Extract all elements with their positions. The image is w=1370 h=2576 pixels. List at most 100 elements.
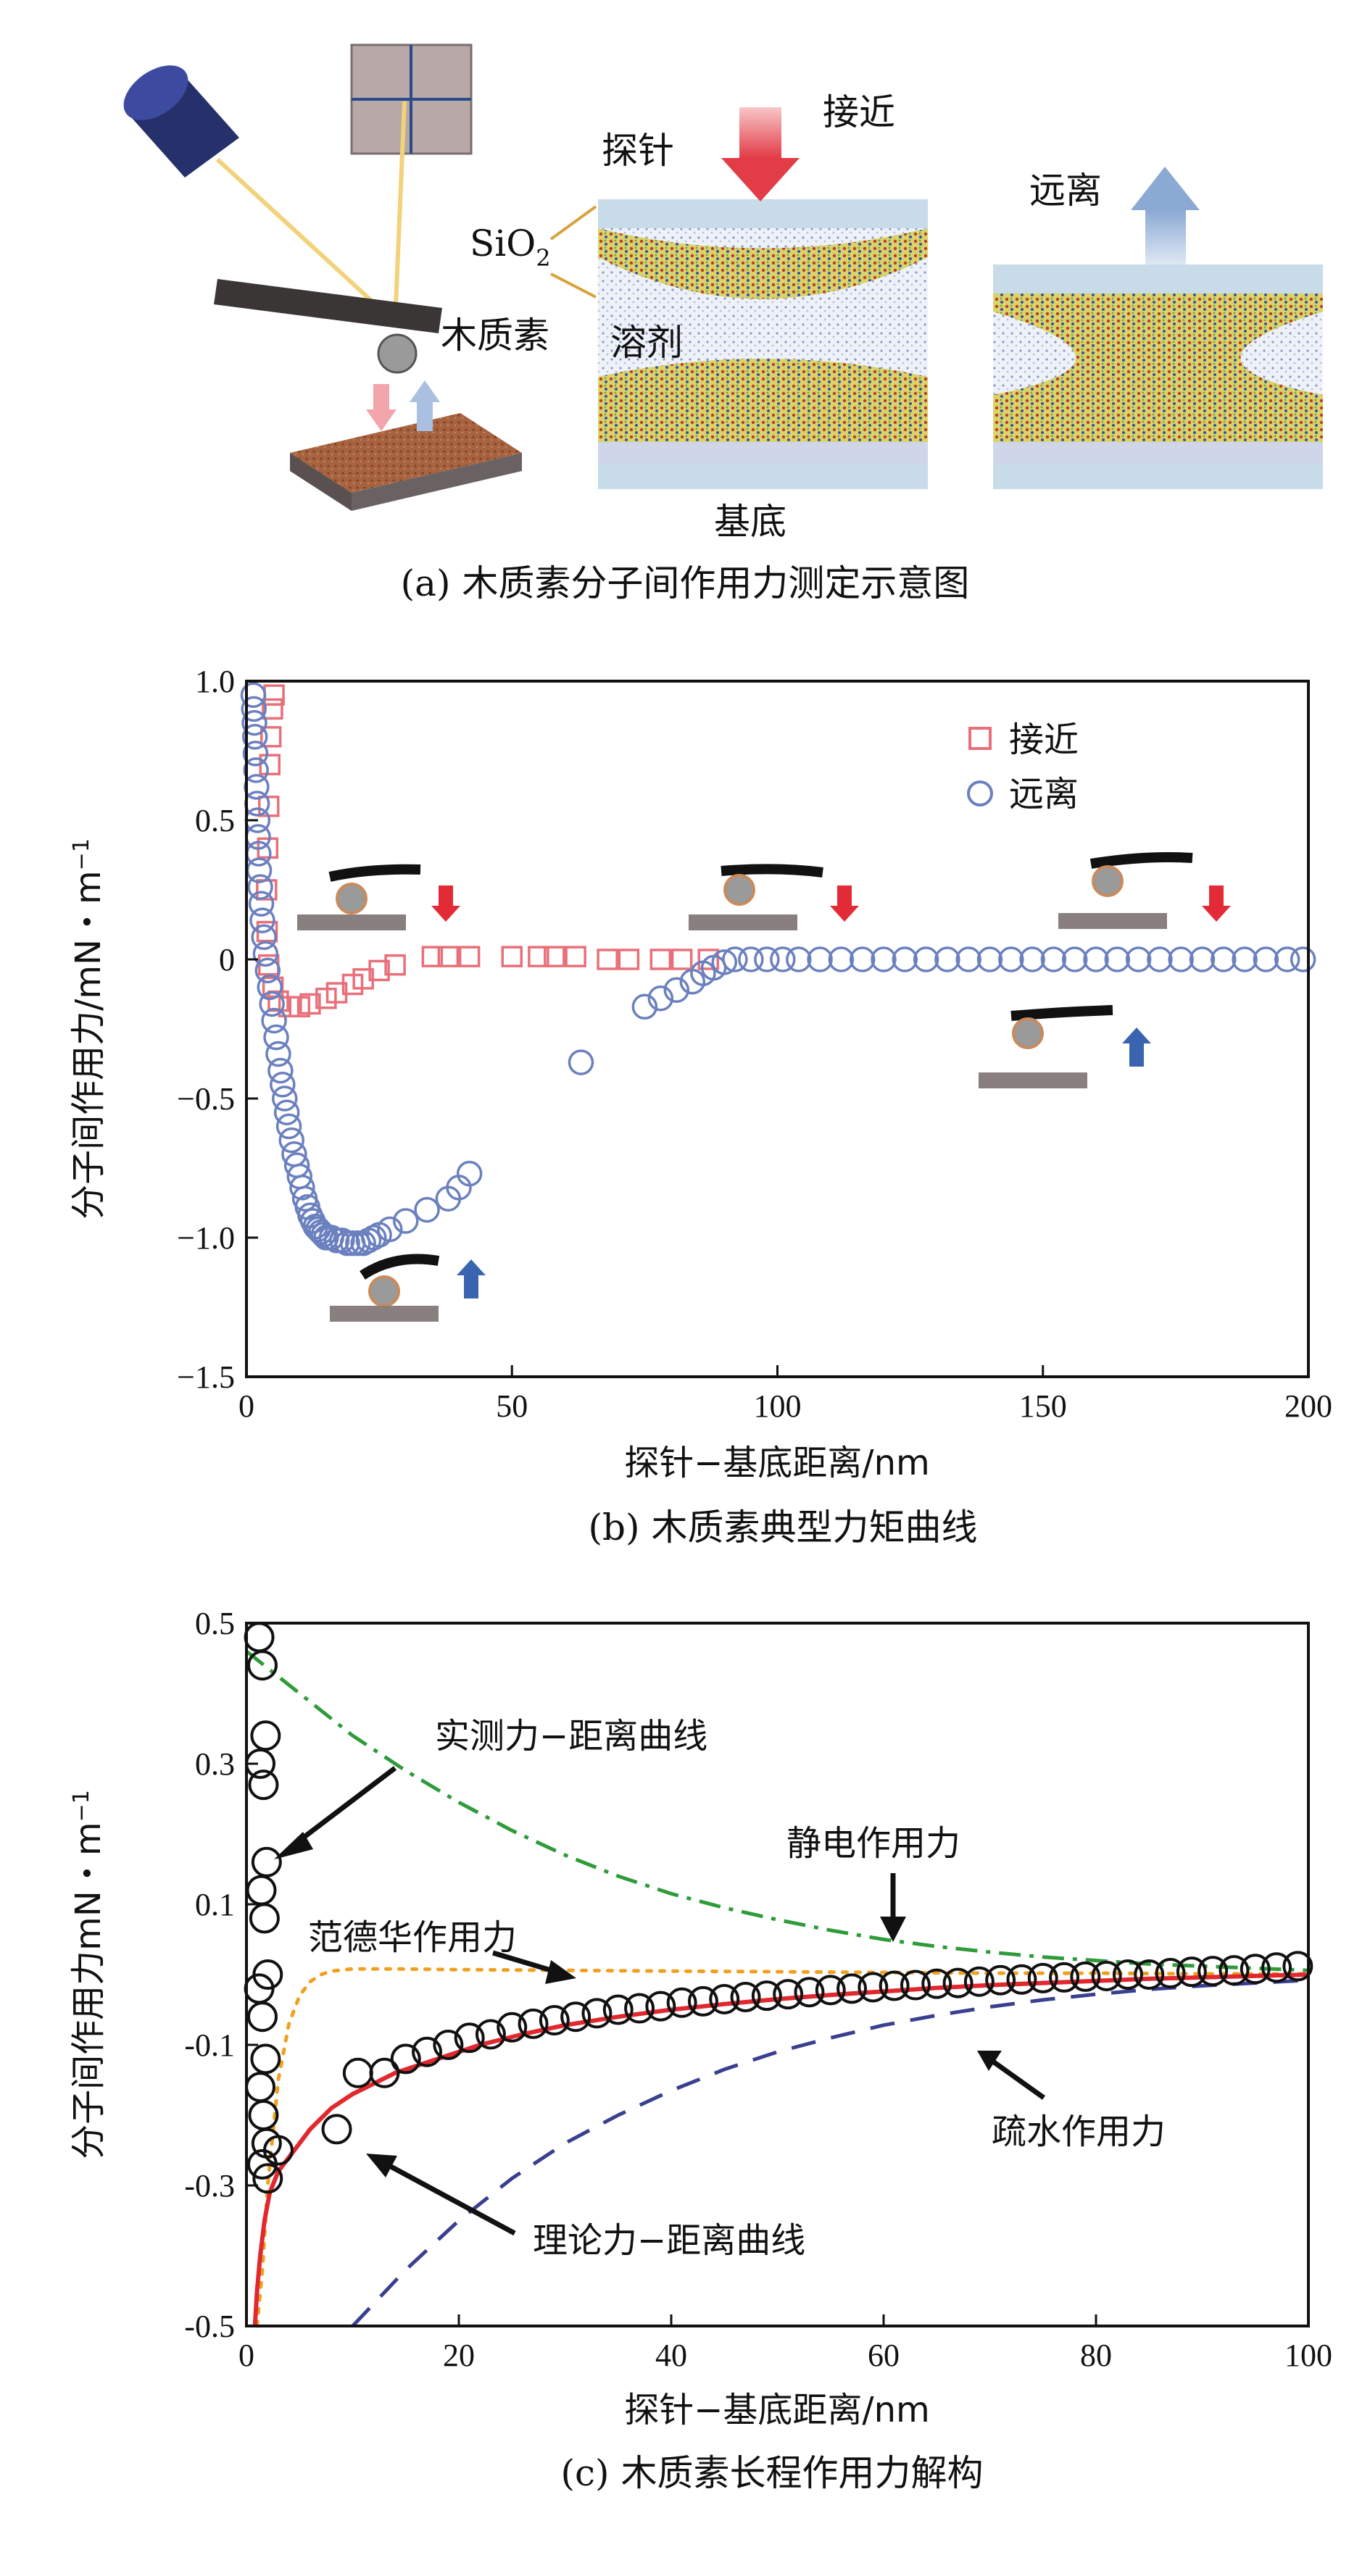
measured-point	[1049, 1962, 1080, 1993]
panel-b-caption: (b) 木质素典型力矩曲线	[589, 1506, 978, 1548]
measured-point	[794, 1977, 825, 2008]
panel-c-ticks: 0 20 40 60 80 100 0.5 0.3 0.1 -0.1 -0.3 -0.5	[184, 1606, 1332, 2373]
panel-a-caption: (a) 木质素分子间作用力测定示意图	[401, 562, 970, 604]
retract-point	[1083, 946, 1109, 972]
panel-c-xtick-label-5: 100	[1284, 2338, 1332, 2373]
measured-point	[412, 2036, 443, 2067]
retract-box	[993, 264, 1323, 489]
retract-point	[1232, 946, 1258, 972]
approach-point	[384, 954, 406, 976]
measured-point	[709, 1983, 740, 2014]
retract-point	[275, 1113, 302, 1140]
retract-point	[243, 757, 269, 783]
arrow-theory-icon	[366, 2154, 516, 2236]
measured-point	[751, 1980, 782, 2012]
inset-approach-icon-3	[1058, 852, 1231, 929]
measured-point	[581, 1998, 613, 2029]
retract-point	[568, 1049, 594, 1075]
series-hydrophobic-line	[351, 1978, 1309, 2327]
retract-point	[722, 946, 748, 972]
arrow-electrostatic-icon	[880, 1873, 906, 1942]
panel-c-ytick-label-5: -0.5	[184, 2309, 235, 2344]
retract-point	[711, 949, 737, 975]
panel-c-caption: (c) 木质素长程作用力解构	[561, 2452, 984, 2494]
small-approach-arrow-icon	[366, 384, 397, 431]
measured-point	[433, 2030, 464, 2060]
panel-b-ytick-label-1: 0.5	[195, 803, 235, 838]
approach-point	[421, 946, 444, 967]
panel-c-ytick-label-1: 0.3	[195, 1746, 235, 1782]
retract-point	[631, 993, 658, 1020]
measured-point	[250, 2043, 281, 2075]
approach-point	[260, 726, 282, 748]
retract-point	[261, 1007, 287, 1034]
annotation-hydrophobic: 疏水作用力	[992, 2112, 1166, 2152]
arrow-hydrophobic-icon	[977, 2051, 1046, 2100]
approach-point	[501, 946, 523, 967]
inset-retract-icon-1	[979, 1005, 1151, 1088]
measured-point	[921, 1968, 952, 1999]
retract-point	[1253, 946, 1279, 972]
retract-point	[265, 1041, 291, 1067]
panel-c-ytick-label-0: 0.5	[195, 1606, 235, 1641]
series-vdw-line	[255, 1967, 1311, 2328]
measured-point	[1282, 1951, 1313, 1982]
measured-point	[836, 1973, 868, 2004]
retract-point	[377, 1216, 403, 1243]
legend-label-approach: 接近	[1009, 720, 1079, 760]
measured-point	[879, 1970, 910, 2001]
retract-point	[1211, 946, 1237, 972]
panel-c-xlabel: 探针−基底距离/nm	[624, 2390, 930, 2430]
annotation-theory: 理论力−距离曲线	[533, 2220, 805, 2261]
retract-point	[240, 682, 267, 708]
retract-point	[1061, 946, 1088, 972]
panel-b-xtick-label-2: 100	[754, 1388, 802, 1424]
retract-point	[913, 946, 939, 972]
panel-c-xtick-label-1: 20	[443, 2338, 475, 2373]
panel-a-schematic: 探针 接近 远离 SiO2 木质素 溶剂 基底 (a) 木质素分子间作用力测定示…	[123, 43, 1323, 604]
retract-point	[393, 1208, 419, 1234]
panel-c-xtick-label-2: 40	[655, 2338, 687, 2373]
inset-approach-icon-2	[689, 864, 859, 930]
retract-point	[248, 891, 275, 917]
retract-point	[305, 1216, 331, 1243]
measured-point	[1134, 1959, 1165, 1990]
series-measured	[244, 1622, 1313, 2194]
approach-point	[262, 698, 283, 720]
retract-point	[1125, 946, 1152, 972]
retract-point	[242, 741, 269, 767]
retract-arrow-icon	[1131, 167, 1200, 264]
retract-point	[289, 1175, 315, 1201]
measured-point	[942, 1967, 973, 1998]
panel-b-xtick-label-0: 0	[238, 1388, 254, 1424]
approach-point	[544, 946, 565, 967]
approach-point	[565, 946, 586, 967]
panel-b-ytick-label-2: 0	[219, 942, 235, 978]
measured-point	[858, 1972, 889, 2003]
retract-point	[247, 874, 273, 900]
measured-point	[251, 1846, 282, 1877]
measured-point	[900, 1969, 931, 2001]
inset-retract-icon-2	[330, 1254, 486, 1322]
approach-point	[597, 949, 618, 970]
retract-point	[251, 924, 277, 951]
retract-point	[976, 946, 1003, 972]
series-retract	[240, 682, 1316, 1256]
measured-point	[246, 1875, 277, 1906]
retract-point	[1290, 946, 1316, 972]
retract-point	[770, 946, 796, 972]
measured-point	[645, 1991, 676, 2022]
panel-b-ytick-label-4: −1.0	[177, 1220, 235, 1256]
retract-point	[1147, 946, 1173, 972]
sio2-subscript: 2	[536, 244, 550, 272]
measured-point	[602, 1994, 634, 2025]
measured-point	[497, 2012, 528, 2043]
measured-point	[1261, 1952, 1292, 1983]
probe-tip-icon	[377, 333, 418, 374]
sio2-pointer-line	[549, 205, 597, 241]
retract-point	[663, 977, 690, 1003]
panel-b-force-curve: 0 50 100 150 200 1.0 0.5 0 −0.5 −1.0 −1.5	[68, 664, 1332, 1548]
panel-b-xtick-label-1: 50	[496, 1388, 528, 1424]
approach-label: 接近	[823, 91, 895, 133]
